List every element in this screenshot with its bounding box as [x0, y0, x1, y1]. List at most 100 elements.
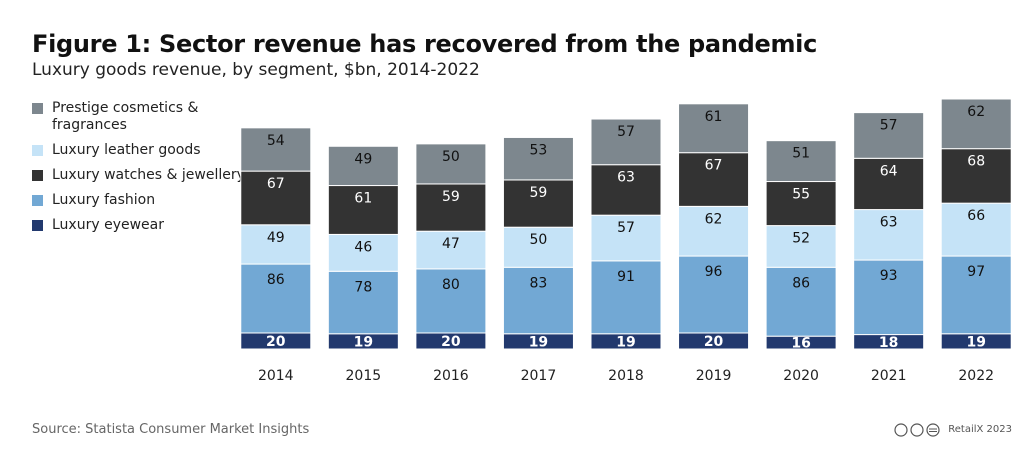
bar-segment — [327, 270, 399, 335]
bar-segment — [240, 263, 312, 334]
legend-swatch — [32, 220, 43, 231]
data-label: 86 — [267, 272, 285, 288]
data-label: 54 — [267, 133, 285, 149]
data-label: 46 — [354, 239, 372, 255]
data-label: 19 — [529, 334, 548, 350]
data-label: 59 — [442, 189, 460, 205]
data-label: 62 — [967, 104, 985, 120]
bar-segment — [590, 118, 662, 166]
bar-segment — [678, 152, 750, 207]
data-label: 91 — [617, 269, 635, 285]
data-label: 16 — [791, 336, 810, 352]
data-label: 96 — [705, 264, 723, 280]
legend-swatch — [32, 170, 43, 181]
credit: RetailX 2023 — [948, 424, 1012, 435]
bar-segment — [502, 136, 574, 181]
bar-segment — [940, 148, 1012, 204]
legend-label: Luxury eyewear — [52, 217, 164, 233]
chart-title: Figure 1: Sector revenue has recovered f… — [32, 30, 818, 58]
data-label: 19 — [616, 334, 635, 350]
bar-segment — [502, 226, 574, 268]
license-icons — [894, 423, 940, 437]
bar-segment — [415, 143, 487, 185]
bar-segment — [765, 181, 837, 227]
chart: 20 86 49 67 54 2014 19 78 46 61 49 2015 20 80 47 59 50 20… — [240, 98, 1012, 384]
bar-segment — [240, 127, 312, 172]
data-label: 57 — [880, 118, 898, 134]
bar-segment — [940, 98, 1012, 150]
bar-segment — [240, 170, 312, 226]
legend-swatch — [32, 103, 43, 114]
bar-segment — [853, 259, 925, 336]
data-label: 78 — [354, 279, 372, 295]
x-tick-label: 2015 — [346, 368, 382, 384]
data-label: 20 — [704, 334, 724, 350]
data-label: 52 — [792, 231, 810, 247]
legend-swatch — [32, 195, 43, 206]
data-label: 57 — [617, 220, 635, 236]
data-label: 50 — [530, 232, 548, 248]
data-label: 83 — [530, 275, 548, 291]
data-label: 63 — [617, 170, 635, 186]
chart-subtitle: Luxury goods revenue, by segment, $bn, 2… — [32, 60, 480, 80]
data-label: 18 — [879, 335, 898, 351]
data-label: 57 — [617, 124, 635, 140]
data-label: 49 — [267, 230, 285, 246]
data-label: 97 — [967, 264, 985, 280]
bar-segment — [327, 233, 399, 272]
x-tick-label: 2018 — [608, 368, 644, 384]
data-label: 47 — [442, 236, 460, 252]
data-label: 19 — [966, 334, 985, 350]
data-label: 67 — [705, 158, 723, 174]
legend: Prestige cosmetics & fragrances Luxury le… — [32, 100, 245, 242]
data-label: 67 — [267, 176, 285, 192]
x-tick-label: 2017 — [521, 368, 557, 384]
legend-item: Luxury fashion — [32, 192, 202, 209]
bar-segment — [678, 255, 750, 334]
legend-label: Prestige cosmetics & fragrances — [52, 100, 199, 133]
bar-segment — [502, 179, 574, 228]
data-label: 20 — [266, 334, 286, 350]
data-label: 49 — [354, 151, 372, 167]
data-label: 53 — [530, 142, 548, 158]
data-label: 61 — [354, 191, 372, 207]
data-label: 86 — [792, 275, 810, 291]
data-label: 55 — [792, 187, 810, 203]
legend-item: Luxury eyewear — [32, 217, 202, 234]
legend-label: Luxury fashion — [52, 192, 156, 208]
bar-segment — [590, 164, 662, 216]
x-tick-label: 2021 — [871, 368, 907, 384]
data-label: 20 — [441, 334, 461, 350]
legend-item: Luxury watches & jewellery — [32, 167, 252, 184]
data-label: 93 — [880, 268, 898, 284]
data-label: 50 — [442, 149, 460, 165]
data-label: 68 — [967, 154, 985, 170]
legend-item: Luxury leather goods — [32, 142, 202, 159]
data-label: 19 — [354, 334, 373, 350]
data-label: 66 — [967, 208, 985, 224]
bar-segment — [853, 209, 925, 261]
bar-segment — [765, 140, 837, 183]
x-tick-label: 2019 — [696, 368, 732, 384]
legend-label: Luxury watches & jewellery — [52, 167, 245, 183]
legend-label: Luxury leather goods — [52, 142, 201, 158]
data-label: 64 — [880, 163, 898, 179]
x-tick-label: 2020 — [783, 368, 819, 384]
bar-segment — [765, 266, 837, 337]
legend-item: Prestige cosmetics & fragrances — [32, 100, 202, 134]
bar-segment — [327, 145, 399, 187]
data-label: 51 — [792, 146, 810, 162]
data-label: 61 — [705, 109, 723, 125]
data-label: 59 — [530, 185, 548, 201]
x-tick-label: 2016 — [433, 368, 469, 384]
legend-swatch — [32, 145, 43, 156]
data-label: 63 — [880, 215, 898, 231]
source: Source: Statista Consumer Market Insight… — [32, 422, 310, 437]
bar-segment — [678, 103, 750, 154]
x-tick-label: 2022 — [958, 368, 994, 384]
data-label: 62 — [705, 211, 723, 227]
data-label: 80 — [442, 277, 460, 293]
bar-segment — [853, 112, 925, 159]
x-tick-label: 2014 — [258, 368, 294, 384]
